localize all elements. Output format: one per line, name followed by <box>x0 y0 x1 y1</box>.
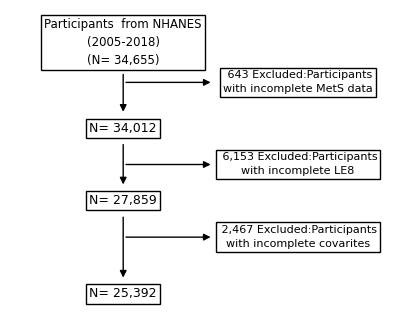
Text: 2,467 Excluded:Participants
with incomplete covarites: 2,467 Excluded:Participants with incompl… <box>218 225 378 249</box>
Text: 643 Excluded:Participants
with incomplete MetS data: 643 Excluded:Participants with incomplet… <box>223 70 373 94</box>
Text: 6,153 Excluded:Participants
with incomplete LE8: 6,153 Excluded:Participants with incompl… <box>219 153 377 176</box>
Text: N= 27,859: N= 27,859 <box>89 194 157 207</box>
Text: Participants  from NHANES
(2005-2018)
(N= 34,655): Participants from NHANES (2005-2018) (N=… <box>44 18 202 67</box>
Text: N= 25,392: N= 25,392 <box>90 288 157 300</box>
Text: N= 34,012: N= 34,012 <box>90 122 157 135</box>
